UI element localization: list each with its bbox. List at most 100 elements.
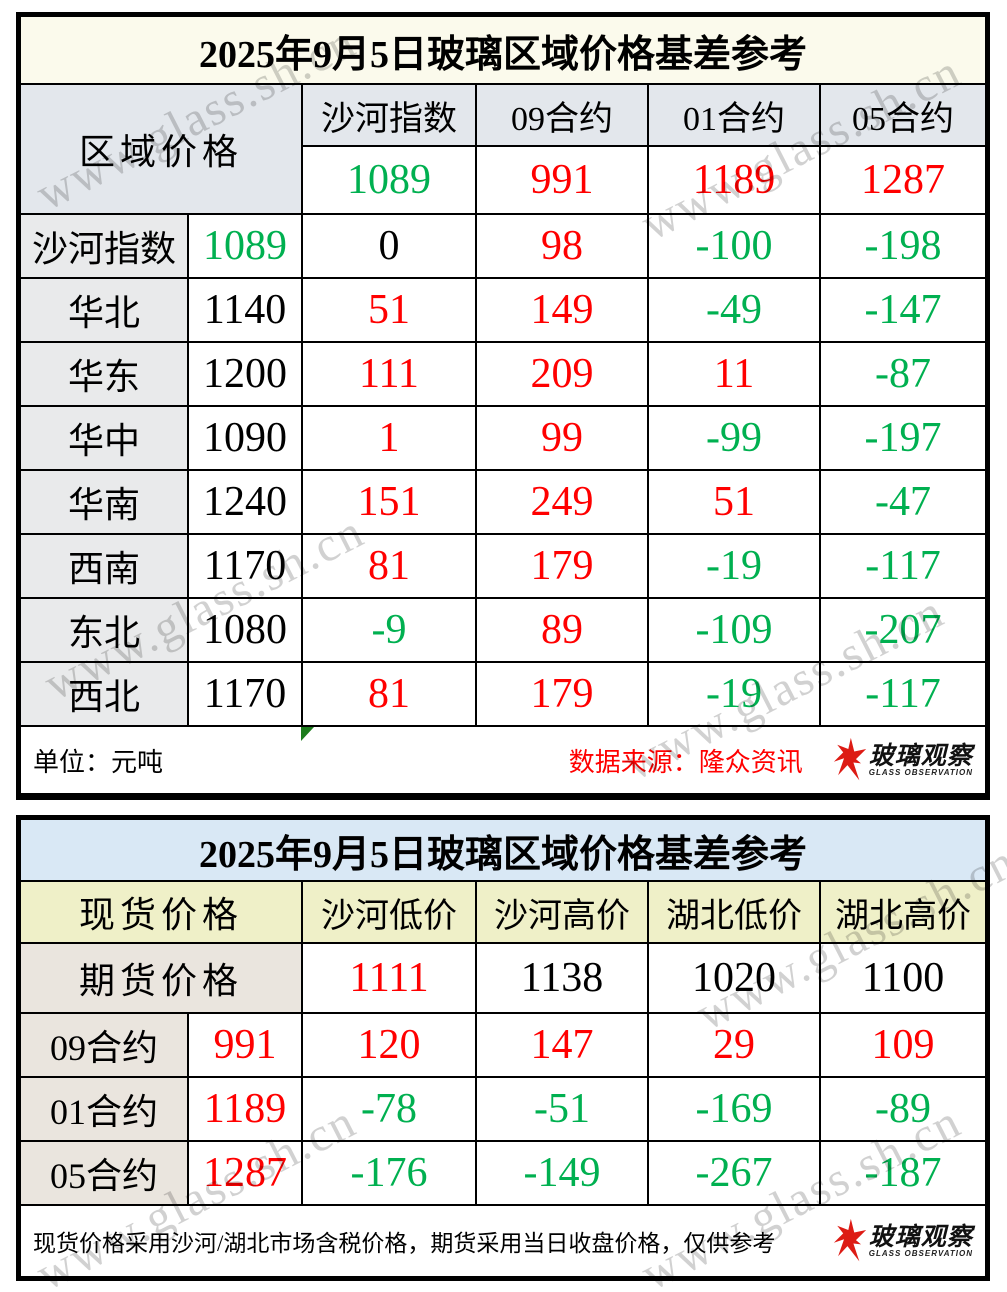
basis-cell: -19 xyxy=(649,663,819,725)
logo-name: 玻璃观察 xyxy=(868,741,973,770)
column-header-shahe-index: 沙河指数 xyxy=(303,85,475,145)
basis-cell: 51 xyxy=(303,279,475,341)
basis-cell: 249 xyxy=(477,471,647,533)
basis-cell: -176 xyxy=(303,1142,475,1204)
spot-futures-basis-table: 2025年9月5日玻璃区域价格基差参考 现货价格 沙河低价 沙河高价 湖北低价 … xyxy=(16,815,990,1281)
basis-cell: 111 xyxy=(303,343,475,405)
basis-cell: -87 xyxy=(821,343,985,405)
region-label: 华南 xyxy=(21,471,187,533)
basis-cell: -99 xyxy=(649,407,819,469)
basis-cell: -47 xyxy=(821,471,985,533)
spot-price-value: 1020 xyxy=(649,944,819,1012)
logo-name: 玻璃观察 xyxy=(868,1222,973,1251)
basis-cell: -109 xyxy=(649,599,819,661)
basis-cell: -207 xyxy=(821,599,985,661)
basis-cell: 11 xyxy=(649,343,819,405)
basis-cell: 81 xyxy=(303,663,475,725)
logo-star-icon xyxy=(833,737,866,781)
contract-label: 09合约 xyxy=(21,1014,187,1076)
basis-cell: 29 xyxy=(649,1014,819,1076)
column-header-05-contract: 05合约 xyxy=(821,85,985,145)
table2-title: 2025年9月5日玻璃区域价格基差参考 xyxy=(21,820,985,880)
basis-cell: 179 xyxy=(477,535,647,597)
column-header-01-contract: 01合约 xyxy=(649,85,819,145)
basis-cell: 149 xyxy=(477,279,647,341)
spot-price-value: 1100 xyxy=(821,944,985,1012)
regional-basis-table: 2025年9月5日玻璃区域价格基差参考 区域价格 沙河指数 09合约 01合约 … xyxy=(16,12,990,800)
basis-cell: -51 xyxy=(477,1078,647,1140)
basis-cell: 51 xyxy=(649,471,819,533)
basis-cell: -198 xyxy=(821,215,985,277)
column-header-hubei-high: 湖北高价 xyxy=(821,882,985,942)
spot-price: 1080 xyxy=(189,599,301,661)
basis-cell: 89 xyxy=(477,599,647,661)
basis-cell: -19 xyxy=(649,535,819,597)
spot-price: 1090 xyxy=(189,407,301,469)
basis-cell: -267 xyxy=(649,1142,819,1204)
basis-cell: 109 xyxy=(821,1014,985,1076)
futures-price: 1189 xyxy=(189,1078,301,1140)
basis-cell: 120 xyxy=(303,1014,475,1076)
basis-cell: -117 xyxy=(821,535,985,597)
logo-star-icon xyxy=(833,1218,866,1262)
region-label: 西北 xyxy=(21,663,187,725)
table1-corner-label: 区域价格 xyxy=(21,85,301,213)
basis-cell: -197 xyxy=(821,407,985,469)
basis-cell: -149 xyxy=(477,1142,647,1204)
table1-footer: 单位：元吨 数据来源：隆众资讯 玻璃观察 GLASS OBSERVATION xyxy=(21,727,985,793)
logo-subtitle: GLASS OBSERVATION xyxy=(868,767,973,777)
column-header-shahe-high: 沙河高价 xyxy=(477,882,647,942)
basis-cell: -89 xyxy=(821,1078,985,1140)
column-header-shahe-low: 沙河低价 xyxy=(303,882,475,942)
futures-price-row-label: 期货价格 xyxy=(21,944,301,1012)
region-label: 华中 xyxy=(21,407,187,469)
futures-price: 991 xyxy=(189,1014,301,1076)
unit-label: 单位：元吨 xyxy=(33,747,164,777)
spot-price: 1170 xyxy=(189,663,301,725)
basis-cell: 81 xyxy=(303,535,475,597)
logo-subtitle: GLASS OBSERVATION xyxy=(868,1248,973,1258)
cell-corner-marker xyxy=(301,727,314,741)
spot-price-value: 1138 xyxy=(477,944,647,1012)
table2-corner-label: 现货价格 xyxy=(21,882,301,942)
basis-cell: 0 xyxy=(303,215,475,277)
region-label: 华北 xyxy=(21,279,187,341)
basis-cell: 98 xyxy=(477,215,647,277)
region-label: 华东 xyxy=(21,343,187,405)
futures-price-value: 991 xyxy=(477,147,647,213)
region-label: 西南 xyxy=(21,535,187,597)
basis-cell: -78 xyxy=(303,1078,475,1140)
contract-label: 01合约 xyxy=(21,1078,187,1140)
spot-price: 1200 xyxy=(189,343,301,405)
basis-cell: -100 xyxy=(649,215,819,277)
table2-footer: 现货价格采用沙河/湖北市场含税价格，期货采用当日收盘价格，仅供参考 玻璃观察 G… xyxy=(21,1206,985,1276)
spot-price: 1170 xyxy=(189,535,301,597)
region-label: 沙河指数 xyxy=(21,215,187,277)
spot-price: 1089 xyxy=(189,215,301,277)
futures-price-value: 1287 xyxy=(821,147,985,213)
spot-price-value: 1111 xyxy=(303,944,475,1012)
futures-price-value: 1089 xyxy=(303,147,475,213)
table1-title: 2025年9月5日玻璃区域价格基差参考 xyxy=(21,17,985,83)
futures-price-value: 1189 xyxy=(649,147,819,213)
basis-cell: -49 xyxy=(649,279,819,341)
basis-cell: -9 xyxy=(303,599,475,661)
basis-cell: -117 xyxy=(821,663,985,725)
basis-cell: -187 xyxy=(821,1142,985,1204)
basis-cell: 151 xyxy=(303,471,475,533)
column-header-09-contract: 09合约 xyxy=(477,85,647,145)
basis-cell: 99 xyxy=(477,407,647,469)
futures-price: 1287 xyxy=(189,1142,301,1204)
basis-cell: 209 xyxy=(477,343,647,405)
basis-cell: -169 xyxy=(649,1078,819,1140)
glass-observation-logo: 玻璃观察 GLASS OBSERVATION xyxy=(833,1218,973,1264)
basis-cell: 1 xyxy=(303,407,475,469)
spot-price: 1240 xyxy=(189,471,301,533)
basis-cell: 179 xyxy=(477,663,647,725)
spot-price: 1140 xyxy=(189,279,301,341)
data-source-label: 数据来源：隆众资讯 xyxy=(568,747,803,777)
contract-label: 05合约 xyxy=(21,1142,187,1204)
basis-cell: -147 xyxy=(821,279,985,341)
column-header-hubei-low: 湖北低价 xyxy=(649,882,819,942)
